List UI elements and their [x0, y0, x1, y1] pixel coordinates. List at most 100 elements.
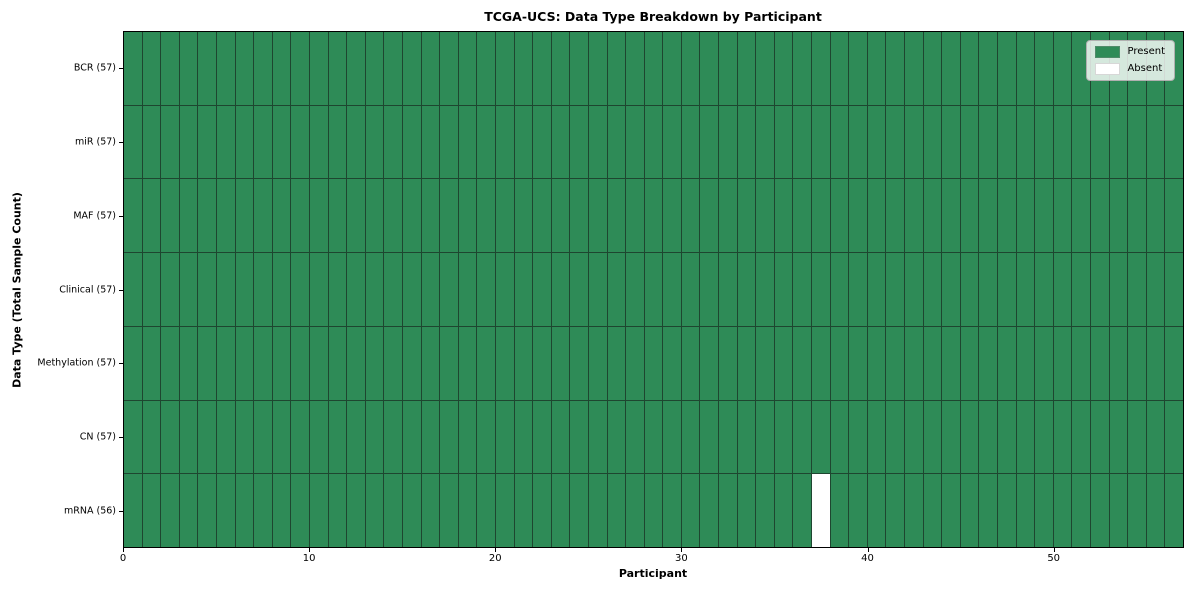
heatmap-cell-present — [719, 253, 737, 326]
heatmap-cell-present — [644, 400, 663, 474]
heatmap-cell-present — [849, 474, 867, 547]
heatmap-cell-present — [588, 474, 607, 547]
heatmap-cell-present — [998, 179, 1016, 253]
heatmap-cell-present — [440, 326, 458, 400]
heatmap-cell-present — [774, 179, 793, 253]
heatmap-cell-present — [812, 105, 830, 179]
y-tick-label: miR (57) — [74, 136, 116, 148]
heatmap-cell-present — [402, 400, 421, 474]
heatmap-cell-present — [923, 253, 942, 326]
heatmap-cell-present — [942, 326, 960, 400]
x-tick-label: 40 — [861, 553, 874, 564]
heatmap-cell-present — [1072, 474, 1091, 547]
heatmap-cell-present — [551, 253, 570, 326]
heatmap-cell-present — [700, 326, 719, 400]
heatmap-cell-present — [700, 32, 719, 105]
heatmap-cell-present — [235, 326, 254, 400]
heatmap-cell-present — [347, 32, 365, 105]
heatmap-cell-present — [644, 326, 663, 400]
heatmap-cell-present — [495, 32, 514, 105]
heatmap-cell-present — [328, 474, 347, 547]
heatmap-cell-present — [644, 105, 663, 179]
heatmap-cell-present — [235, 105, 254, 179]
x-tick-label: 10 — [302, 553, 316, 564]
heatmap-cell-present — [626, 253, 644, 326]
heatmap-cell-present — [421, 326, 440, 400]
heatmap-cell-present — [142, 474, 161, 547]
heatmap-cell-present — [998, 474, 1016, 547]
heatmap-cell-present — [886, 32, 905, 105]
heatmap-cell-present — [179, 253, 198, 326]
heatmap-cell-present — [588, 400, 607, 474]
heatmap-cell-present — [793, 400, 812, 474]
heatmap-cell-present — [551, 326, 570, 400]
heatmap-cell-present — [626, 179, 644, 253]
heatmap-cell-present — [272, 105, 291, 179]
y-tick-mark — [119, 141, 123, 143]
heatmap-cell-present — [347, 400, 365, 474]
heatmap-cell-present — [1072, 105, 1091, 179]
heatmap-cell-present — [309, 32, 328, 105]
heatmap-cell-present — [1053, 105, 1072, 179]
heatmap-cell-present — [533, 474, 551, 547]
heatmap-cell-present — [849, 253, 867, 326]
heatmap-cell-present — [719, 105, 737, 179]
heatmap-cell-present — [812, 253, 830, 326]
heatmap-cell-present — [626, 326, 644, 400]
heatmap-cell-present — [347, 253, 365, 326]
heatmap-cell-present — [161, 253, 179, 326]
y-tick-label: Methylation (57) — [37, 357, 116, 369]
heatmap-cell-present — [849, 326, 867, 400]
heatmap-cell-present — [979, 253, 998, 326]
heatmap-cell-present — [923, 474, 942, 547]
heatmap-cell-present — [960, 474, 979, 547]
heatmap-cell-present — [347, 326, 365, 400]
heatmap-cell-present — [272, 400, 291, 474]
heatmap-cell-present — [291, 474, 309, 547]
legend-item-absent: Absent — [1095, 63, 1165, 75]
legend: Present Absent — [1086, 40, 1175, 81]
heatmap-cell-present — [440, 474, 458, 547]
heatmap-cell-present — [1165, 400, 1183, 474]
heatmap-cell-present — [774, 105, 793, 179]
heatmap-cell-present — [402, 105, 421, 179]
heatmap-cell-present — [179, 474, 198, 547]
heatmap-cell-present — [328, 179, 347, 253]
y-tick-label: CN (57) — [79, 431, 116, 443]
heatmap-cell-present — [867, 474, 886, 547]
legend-label-present: Present — [1127, 46, 1165, 57]
heatmap-cell-present — [719, 32, 737, 105]
heatmap-cell-present — [309, 326, 328, 400]
heatmap-cell-present — [551, 32, 570, 105]
heatmap-cell-present — [960, 32, 979, 105]
heatmap-cell-present — [737, 32, 756, 105]
heatmap-cell-present — [700, 400, 719, 474]
heatmap-cell-present — [570, 105, 588, 179]
heatmap-cell-present — [495, 400, 514, 474]
heatmap-cell-present — [867, 179, 886, 253]
heatmap-cell-present — [179, 32, 198, 105]
heatmap-cell-present — [607, 32, 626, 105]
heatmap-cell-present — [198, 326, 216, 400]
heatmap-cell-present — [551, 179, 570, 253]
heatmap-cell-present — [551, 105, 570, 179]
heatmap-cell-present — [254, 400, 272, 474]
heatmap-cell-present — [533, 326, 551, 400]
heatmap-cell-present — [1035, 474, 1053, 547]
heatmap-cell-present — [886, 400, 905, 474]
heatmap-cell-present — [663, 474, 681, 547]
heatmap-cell-present — [998, 400, 1016, 474]
heatmap-cell-present — [1053, 474, 1072, 547]
heatmap-cell-present — [849, 105, 867, 179]
x-tick-mark — [309, 548, 311, 552]
chart-title: TCGA-UCS: Data Type Breakdown by Partici… — [484, 9, 822, 24]
heatmap-cell-present — [644, 253, 663, 326]
heatmap-cell-present — [421, 400, 440, 474]
y-tick-label: mRNA (56) — [64, 505, 116, 517]
heatmap-cell-present — [570, 326, 588, 400]
heatmap-cell-present — [458, 105, 477, 179]
heatmap-cell-present — [793, 179, 812, 253]
heatmap-cell-present — [737, 326, 756, 400]
heatmap-cell-present — [1128, 105, 1146, 179]
heatmap-cell-absent — [812, 474, 830, 547]
